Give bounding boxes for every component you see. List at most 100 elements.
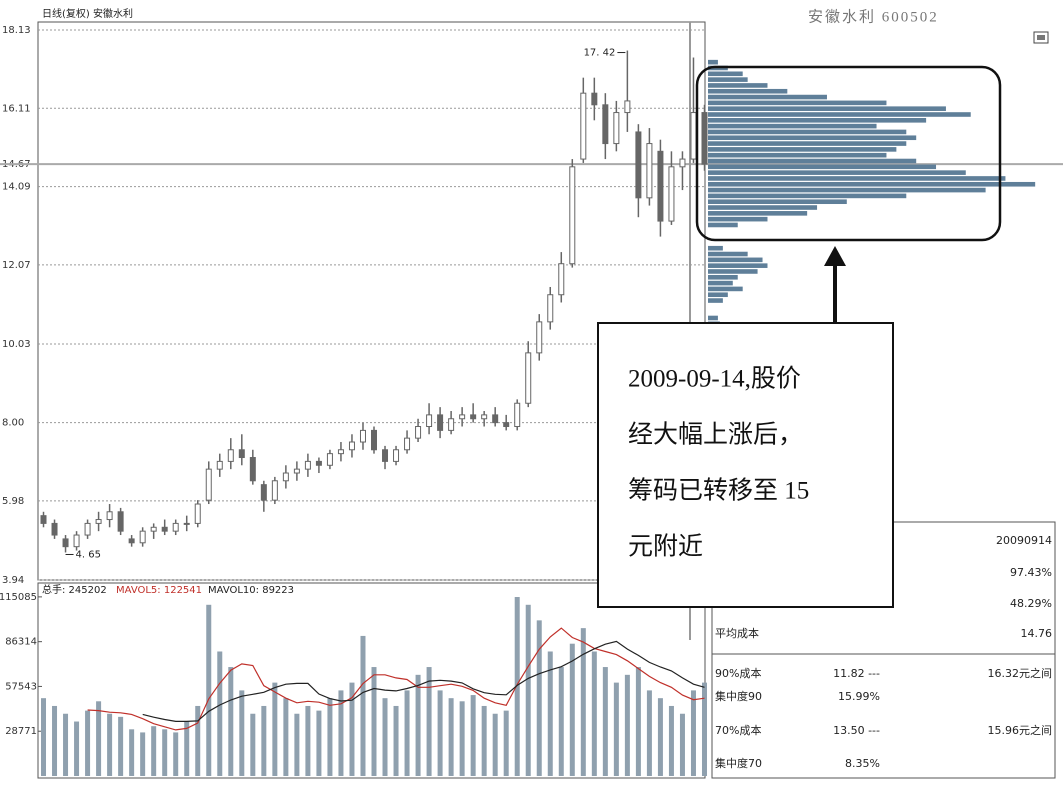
candle-body [315, 460, 322, 466]
volume-bar [459, 701, 465, 776]
candle-body [448, 418, 455, 431]
y-tick-label: 12.07 [2, 260, 31, 271]
legend-entry: MAVOL5: 122541 [116, 585, 202, 596]
candle-body [161, 526, 168, 532]
candle-body [602, 104, 609, 145]
ma-line [142, 640, 705, 722]
chip-bar [708, 257, 763, 263]
candle-body [128, 538, 135, 544]
volume-bar [536, 620, 542, 776]
candle-body [701, 112, 708, 165]
candle-body [668, 166, 675, 222]
chip-bar [708, 176, 1006, 181]
volume-bar [437, 690, 443, 776]
volume-bar [602, 667, 608, 776]
volume-bar [657, 698, 663, 776]
chip-bar [708, 292, 728, 298]
volume-bar [162, 729, 168, 776]
volume-bar [382, 698, 388, 776]
candle-body [359, 429, 366, 443]
y-tick-label: 8.00 [2, 418, 24, 429]
chip-bar [708, 298, 723, 303]
chip-bar [708, 106, 946, 111]
volume-bar [558, 667, 564, 776]
volume-bar [195, 705, 201, 776]
chip-bar [708, 263, 768, 268]
chip-bar [708, 193, 907, 199]
callout-text: 筹码已转移至 15 [628, 477, 809, 505]
candle-body [426, 414, 433, 428]
volume-bar [305, 705, 311, 776]
candle-body [40, 515, 47, 524]
candle-body [282, 472, 289, 482]
volume-bar [74, 721, 80, 776]
candle-body [393, 449, 400, 462]
candle-body [470, 414, 477, 420]
candle-body [304, 460, 311, 470]
chip-bar [708, 152, 887, 158]
volume-bar [239, 690, 245, 776]
candle-body [437, 414, 444, 431]
candle-body [326, 453, 333, 466]
chip-bar [708, 211, 808, 216]
chip-bar [708, 280, 733, 286]
volume-bar [580, 628, 586, 776]
chip-bar [708, 315, 718, 321]
candle-body [558, 263, 565, 296]
chip-bar [708, 274, 738, 280]
table-value: 14.76 [1021, 627, 1053, 640]
candle-body [481, 414, 488, 420]
chip-bar [708, 118, 927, 123]
candle-body [690, 112, 697, 160]
candle-body [514, 402, 521, 428]
chip-bar [708, 135, 917, 141]
chip-bar [708, 147, 897, 152]
candle-body [382, 449, 389, 462]
chip-bar [708, 286, 743, 292]
chip-bar [708, 141, 907, 146]
volume-bar [228, 667, 234, 776]
volume-bar [349, 682, 355, 776]
volume-bar [41, 698, 47, 776]
table-label: 70%成本 [715, 723, 761, 737]
volume-bar [591, 651, 597, 776]
volume-bar [107, 713, 113, 776]
candle-body [238, 449, 245, 459]
volume-bar [525, 604, 531, 776]
chip-bar [708, 170, 966, 175]
volume-frame [37, 582, 706, 779]
chip-bar [708, 164, 937, 170]
volume-bar [52, 705, 58, 776]
chip-bar [708, 158, 917, 164]
candle-body [95, 519, 102, 524]
arrow-head [824, 246, 846, 266]
chip-bar [708, 181, 1036, 187]
high-annotation: 17. 42 [584, 48, 616, 59]
volume-bar [668, 705, 674, 776]
candle-body [84, 522, 91, 536]
candle-body [679, 158, 686, 168]
candle-body [459, 414, 466, 420]
volume-bar [569, 643, 575, 776]
volume-bar [151, 726, 157, 776]
volume-bar [96, 701, 102, 776]
candle-body [624, 100, 631, 114]
volume-bar [404, 690, 410, 776]
candle-body [415, 426, 422, 439]
volume-bar [250, 713, 256, 776]
callout-text: 2009-09-14,股价 [628, 366, 801, 393]
volume-bar [272, 682, 278, 776]
volume-tick-label: 115085 [0, 592, 37, 603]
candle-body [183, 522, 190, 525]
volume-bar [206, 604, 212, 776]
table-mid: 13.50 --- [833, 724, 880, 737]
table-value: 97.43% [1010, 566, 1052, 579]
volume-bar [294, 713, 300, 776]
y-tick-label: 18.13 [2, 25, 31, 36]
volume-bar [184, 721, 190, 776]
volume-bar [118, 716, 124, 776]
chip-bar [708, 71, 743, 77]
volume-bar [327, 698, 333, 776]
candle-body [569, 166, 576, 265]
low-annotation: 4. 65 [76, 549, 101, 560]
